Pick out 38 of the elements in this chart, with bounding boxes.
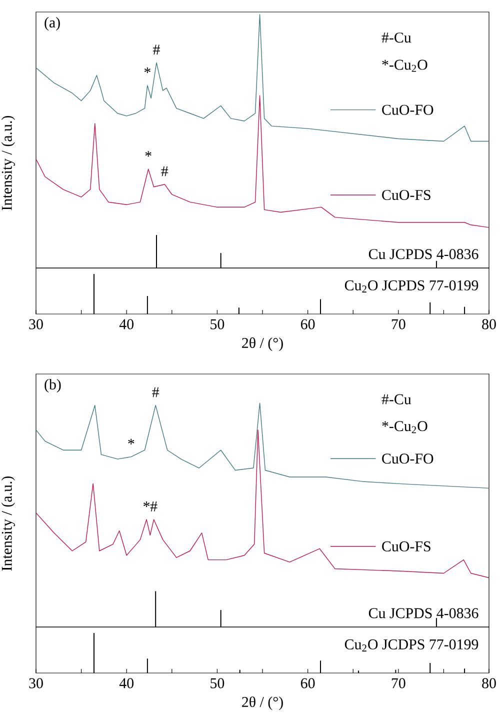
legend-label: CuO-FS [382,541,430,552]
annotation: # [152,387,160,398]
legend-label: CuO-FS [382,190,430,200]
y-axis-title: Intensity / (a.u.) [1,476,15,571]
x-tick-label: 50 [210,319,224,330]
x-tick-label: 80 [482,319,496,330]
x-axis-title: 2θ / (°) [242,696,283,710]
x-tick-label: 70 [392,319,406,330]
legend-label: CuO-FO [382,454,434,464]
annotation: # [161,166,168,176]
series-label: Cu$_{2}$O JCDPS 77-0199 [344,639,478,652]
x-tick-label: 60 [300,319,315,330]
x-tick-label: 30 [29,678,43,688]
series-label: Cu$_{2}$O JCPDS 77-0199 [344,280,478,292]
annotation: #-Cu [382,394,412,404]
x-tick-label: 30 [29,319,43,330]
series-label: Cu JCPDS 4-0836 [368,608,478,618]
annotation: * [145,151,152,157]
x-tick-label: 40 [119,319,134,330]
y-axis-title: Intensity / (a.u.) [1,116,15,210]
x-tick-label: 80 [482,678,496,688]
x-axis-title: 2θ / (°) [242,337,283,352]
annotation: * [128,438,134,444]
x-tick-label: 40 [119,678,134,688]
annotation: *-Cu$_{2}$O [382,421,428,434]
annotation: * [144,68,150,73]
x-tick-label: 50 [210,678,224,688]
series-label: Cu JCPDS 4-0836 [368,249,478,260]
chart-title: (a) [44,17,60,31]
chart-title: (b) [44,379,61,393]
legend-label: CuO-FO [382,104,434,115]
x-tick-label: 60 [300,678,315,688]
annotation: # [153,44,160,54]
annotation: # [150,502,158,512]
x-tick-label: 70 [392,678,406,688]
annotation: #-Cu [382,32,412,43]
annotation: *-Cu$_{2}$O [382,60,428,72]
annotation: * [144,502,150,508]
